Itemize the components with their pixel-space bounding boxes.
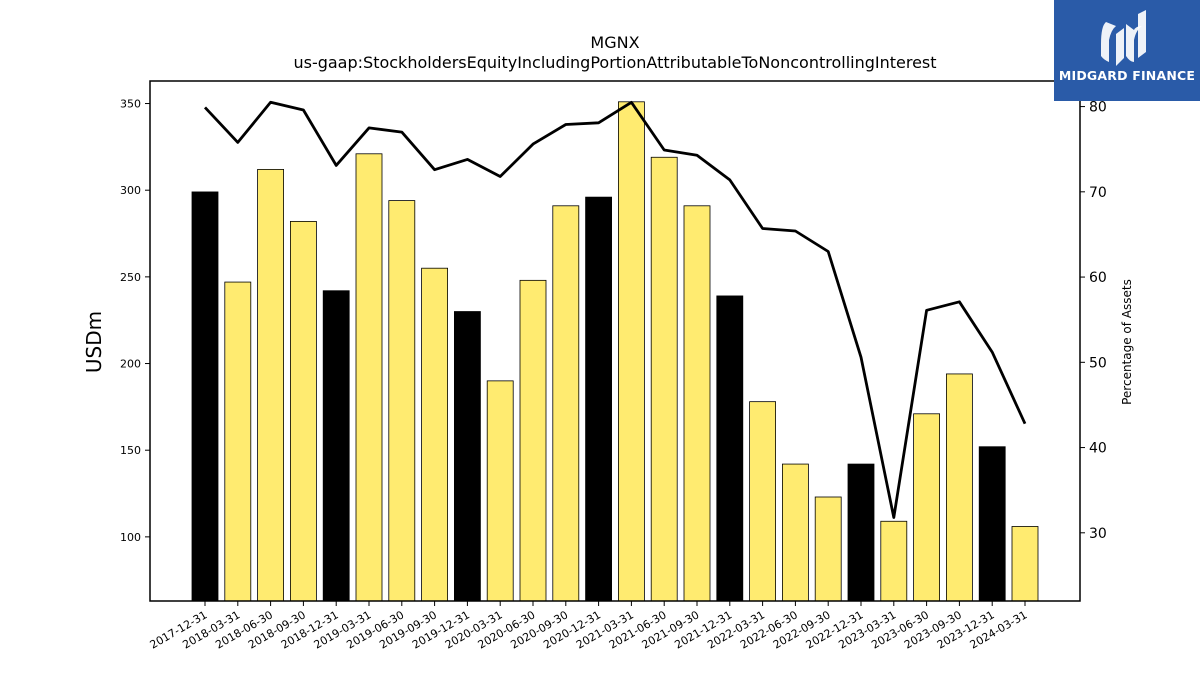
bar-group bbox=[191, 101, 1039, 602]
bar-2022-06-30 bbox=[782, 463, 809, 602]
bar-2023-03-31 bbox=[880, 520, 908, 602]
y2-tick-label: 40 bbox=[1089, 441, 1107, 457]
left-axis: 100 150 200 250 300 350 bbox=[120, 98, 150, 544]
bar-2018-06-30 bbox=[257, 168, 285, 602]
bar-2017-12-31 bbox=[191, 191, 219, 602]
bar-2020-06-30 bbox=[519, 279, 547, 602]
bar-2019-03-31 bbox=[355, 153, 383, 602]
bar-2021-09-30 bbox=[683, 205, 711, 602]
y-tick-label: 350 bbox=[120, 98, 141, 111]
y-tick-label: 250 bbox=[120, 271, 141, 284]
y2-tick-label: 60 bbox=[1089, 270, 1107, 286]
y-tick-label: 200 bbox=[120, 358, 141, 371]
x-axis: 2017-12-312018-03-312018-06-302018-09-30… bbox=[148, 601, 1030, 652]
y2-tick-label: 50 bbox=[1089, 355, 1107, 371]
bar-2023-06-30 bbox=[913, 413, 940, 602]
logo-text: MIDGARD FINANCE bbox=[1058, 68, 1196, 83]
y-tick-label: 150 bbox=[120, 444, 141, 457]
logo-mark-icon bbox=[1101, 10, 1146, 66]
right-axis: 30 40 50 60 70 80 bbox=[1080, 100, 1107, 542]
bar-2022-03-31 bbox=[749, 401, 776, 602]
y2-tick-label: 80 bbox=[1089, 100, 1107, 116]
y-tick-label: 100 bbox=[120, 531, 141, 544]
bar-2018-09-30 bbox=[289, 220, 317, 602]
y2-tick-label: 70 bbox=[1089, 185, 1107, 201]
bar-2018-03-31 bbox=[224, 281, 252, 602]
line-group bbox=[203, 100, 1027, 519]
y2-tick-label: 30 bbox=[1089, 526, 1107, 542]
bar-2022-09-30 bbox=[814, 496, 842, 602]
bar-2023-12-31 bbox=[978, 446, 1006, 602]
bar-2021-06-30 bbox=[650, 156, 678, 602]
bar-2022-12-31 bbox=[847, 463, 875, 602]
bar-2023-09-30 bbox=[946, 373, 973, 602]
y-axis-label: USDm bbox=[82, 311, 106, 373]
bar-2021-12-31 bbox=[716, 295, 744, 602]
bar-2020-03-31 bbox=[486, 380, 514, 602]
bar-2019-09-30 bbox=[421, 267, 449, 602]
bar-2021-03-31 bbox=[618, 101, 645, 602]
bar-2019-06-30 bbox=[388, 200, 416, 602]
bar-2020-12-31 bbox=[585, 196, 612, 602]
plot-frame bbox=[149, 80, 1081, 602]
chart-subtitle: us-gaap:StockholdersEquityIncludingPorti… bbox=[293, 53, 937, 72]
y-tick-label: 300 bbox=[120, 184, 141, 197]
percentage-line bbox=[203, 100, 1027, 519]
midgard-logo: MIDGARD FINANCE bbox=[1054, 0, 1200, 101]
y2-axis-label: Percentage of Assets bbox=[1120, 279, 1134, 405]
bar-2020-09-30 bbox=[552, 205, 580, 602]
bar-2019-12-31 bbox=[453, 311, 481, 602]
bar-2024-03-31 bbox=[1011, 526, 1039, 602]
chart-title: MGNX bbox=[590, 33, 640, 52]
bar-2018-12-31 bbox=[322, 290, 350, 602]
